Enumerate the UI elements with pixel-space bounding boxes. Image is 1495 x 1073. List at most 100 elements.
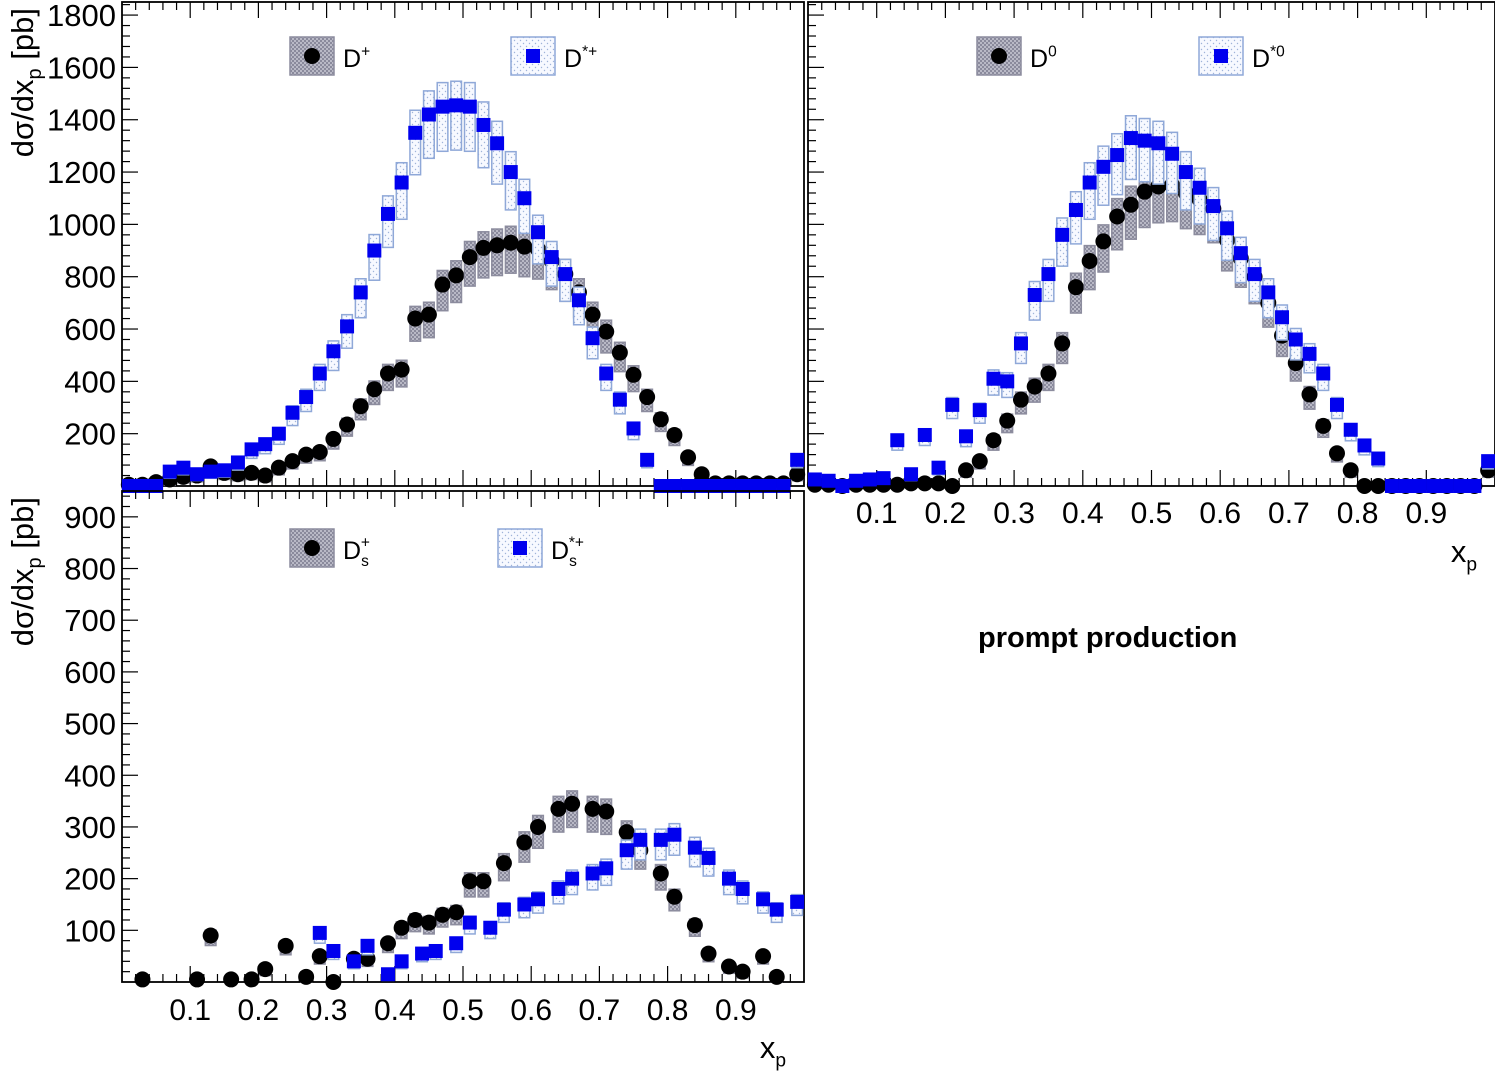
data-point	[1356, 478, 1373, 494]
data-point	[428, 943, 443, 958]
data-point	[890, 433, 905, 448]
data-point	[346, 954, 361, 969]
data-point	[502, 234, 519, 251]
x-tick-label: 0.2	[925, 497, 967, 530]
y-tick-label: 1200	[47, 155, 116, 190]
syst-box	[1220, 210, 1234, 262]
x-tick-label: 0.5	[442, 994, 484, 1027]
data-point	[462, 99, 477, 114]
data-point	[694, 479, 709, 493]
data-point	[407, 310, 424, 327]
data-point	[339, 416, 356, 433]
data-point	[971, 453, 988, 470]
data-point	[1467, 479, 1482, 493]
legend-marker	[304, 540, 320, 556]
data-point	[1067, 279, 1084, 296]
data-point	[202, 927, 219, 944]
data-point	[435, 99, 450, 114]
data-point	[462, 915, 477, 930]
data-point	[789, 466, 806, 483]
y-tick-label: 600	[64, 655, 116, 690]
data-point	[531, 892, 546, 907]
data-point	[571, 293, 586, 308]
data-point	[756, 892, 771, 907]
data-point	[448, 904, 465, 921]
data-point	[1123, 131, 1138, 146]
y-tick-label: 800	[64, 552, 116, 587]
data-point	[1096, 159, 1111, 174]
data-point	[449, 936, 464, 951]
data-point	[325, 430, 342, 447]
data-point	[931, 460, 946, 475]
series-D0	[806, 164, 1495, 494]
legend-entry: Ds*+	[497, 528, 584, 570]
syst-box	[477, 101, 490, 169]
data-point	[326, 943, 341, 958]
chart-dzero: 0.1 0.2 0.3 0.4 0.5 0.6 0.7 0.8 0.9xp D0 D*0	[806, 1, 1495, 576]
data-point	[517, 191, 532, 206]
legend-label: D+	[343, 44, 370, 74]
data-point	[1439, 479, 1454, 493]
data-point	[680, 449, 697, 466]
x-tick-label: 0.8	[1337, 497, 1379, 530]
x-tick-label: 0.2	[238, 994, 280, 1027]
data-point	[619, 843, 634, 858]
data-point	[408, 125, 423, 140]
legend-entry: Ds+	[289, 528, 370, 570]
data-point	[585, 866, 600, 881]
data-point	[421, 107, 436, 122]
data-point	[394, 175, 409, 190]
data-point	[720, 958, 737, 975]
data-point	[353, 285, 368, 300]
data-point	[687, 840, 702, 855]
data-point	[1357, 438, 1372, 453]
data-point	[734, 963, 751, 980]
legend-entry: D*0	[1198, 36, 1285, 76]
x-tick-label: 0.4	[374, 994, 416, 1027]
x-tick-label: 0.3	[306, 994, 348, 1027]
data-point	[821, 473, 836, 488]
y-tick-label: 300	[64, 810, 116, 845]
data-point	[917, 427, 932, 442]
data-point	[1316, 366, 1331, 381]
x-axis-label: xp	[760, 1030, 786, 1072]
x-tick-label: 0.3	[993, 497, 1035, 530]
data-point	[769, 902, 784, 917]
data-point	[189, 971, 206, 988]
chart-ds: 100 200 300 400 500 600 700 800 900 0.1 0.2 0.3 0.4 0…	[5, 490, 805, 1072]
data-point	[1315, 417, 1332, 434]
data-point	[1481, 454, 1495, 469]
x-tick-label: 0.5	[1131, 497, 1173, 530]
data-point	[700, 945, 717, 962]
data-point	[1247, 267, 1262, 282]
data-point	[1192, 180, 1207, 195]
x-tick-label: 0.4	[1062, 497, 1104, 530]
data-point	[633, 832, 648, 847]
x-tick-label: 0.6	[1199, 497, 1241, 530]
data-point	[516, 834, 533, 851]
data-point	[257, 467, 274, 484]
y-tick-label: 800	[64, 260, 116, 295]
data-point	[461, 873, 478, 890]
data-point	[277, 937, 294, 954]
syst-box	[436, 81, 449, 153]
data-point	[1095, 233, 1112, 250]
data-point	[483, 920, 498, 935]
legend-marker	[991, 48, 1007, 64]
data-point	[1398, 479, 1413, 493]
data-point	[550, 800, 567, 817]
data-point	[768, 968, 785, 985]
data-point	[312, 366, 327, 381]
x-tick-label: 0.1	[856, 497, 898, 530]
data-point	[686, 917, 703, 934]
legend-swatch	[289, 528, 335, 568]
data-point	[755, 948, 772, 965]
data-point	[849, 473, 864, 488]
data-point	[1370, 478, 1387, 494]
data-point	[681, 479, 696, 493]
data-point	[1013, 336, 1028, 351]
data-point	[149, 479, 164, 493]
data-point	[544, 250, 559, 265]
data-point	[258, 437, 273, 452]
y-tick-label: 900	[64, 500, 116, 535]
